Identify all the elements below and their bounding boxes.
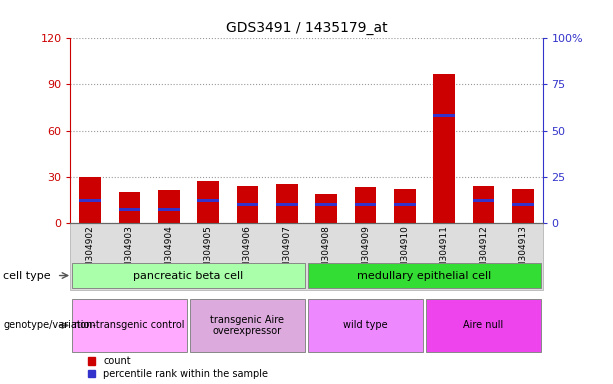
- Bar: [394, 189, 416, 223]
- Title: GDS3491 / 1435179_at: GDS3491 / 1435179_at: [226, 21, 387, 35]
- FancyBboxPatch shape: [72, 263, 305, 288]
- Text: non-transgenic control: non-transgenic control: [74, 320, 185, 331]
- Text: pancreatic beta cell: pancreatic beta cell: [134, 270, 243, 281]
- FancyBboxPatch shape: [426, 299, 541, 352]
- Text: medullary epithelial cell: medullary epithelial cell: [357, 270, 492, 281]
- Text: cell type: cell type: [3, 270, 51, 281]
- FancyBboxPatch shape: [308, 263, 541, 288]
- Bar: [237, 186, 258, 223]
- Bar: [355, 203, 376, 206]
- Bar: [394, 203, 416, 206]
- Bar: [512, 203, 534, 206]
- Bar: [158, 190, 180, 223]
- Bar: [276, 203, 298, 206]
- Legend: count, percentile rank within the sample: count, percentile rank within the sample: [88, 356, 268, 379]
- Bar: [158, 209, 180, 211]
- Bar: [355, 187, 376, 223]
- Bar: [433, 114, 455, 117]
- Text: Aire null: Aire null: [463, 320, 504, 331]
- FancyBboxPatch shape: [72, 299, 187, 352]
- Bar: [276, 184, 298, 223]
- Bar: [197, 199, 219, 202]
- Bar: [315, 203, 337, 206]
- Bar: [119, 192, 140, 223]
- Bar: [237, 203, 258, 206]
- Bar: [473, 186, 494, 223]
- FancyBboxPatch shape: [190, 299, 305, 352]
- Bar: [197, 181, 219, 223]
- Bar: [473, 199, 494, 202]
- Bar: [433, 74, 455, 223]
- Text: wild type: wild type: [343, 320, 388, 331]
- Bar: [79, 199, 101, 202]
- Bar: [315, 194, 337, 223]
- FancyBboxPatch shape: [308, 299, 423, 352]
- Bar: [512, 189, 534, 223]
- Bar: [119, 209, 140, 211]
- Text: transgenic Aire
overexpressor: transgenic Aire overexpressor: [210, 314, 284, 336]
- Bar: [79, 177, 101, 223]
- Text: genotype/variation: genotype/variation: [3, 320, 96, 331]
